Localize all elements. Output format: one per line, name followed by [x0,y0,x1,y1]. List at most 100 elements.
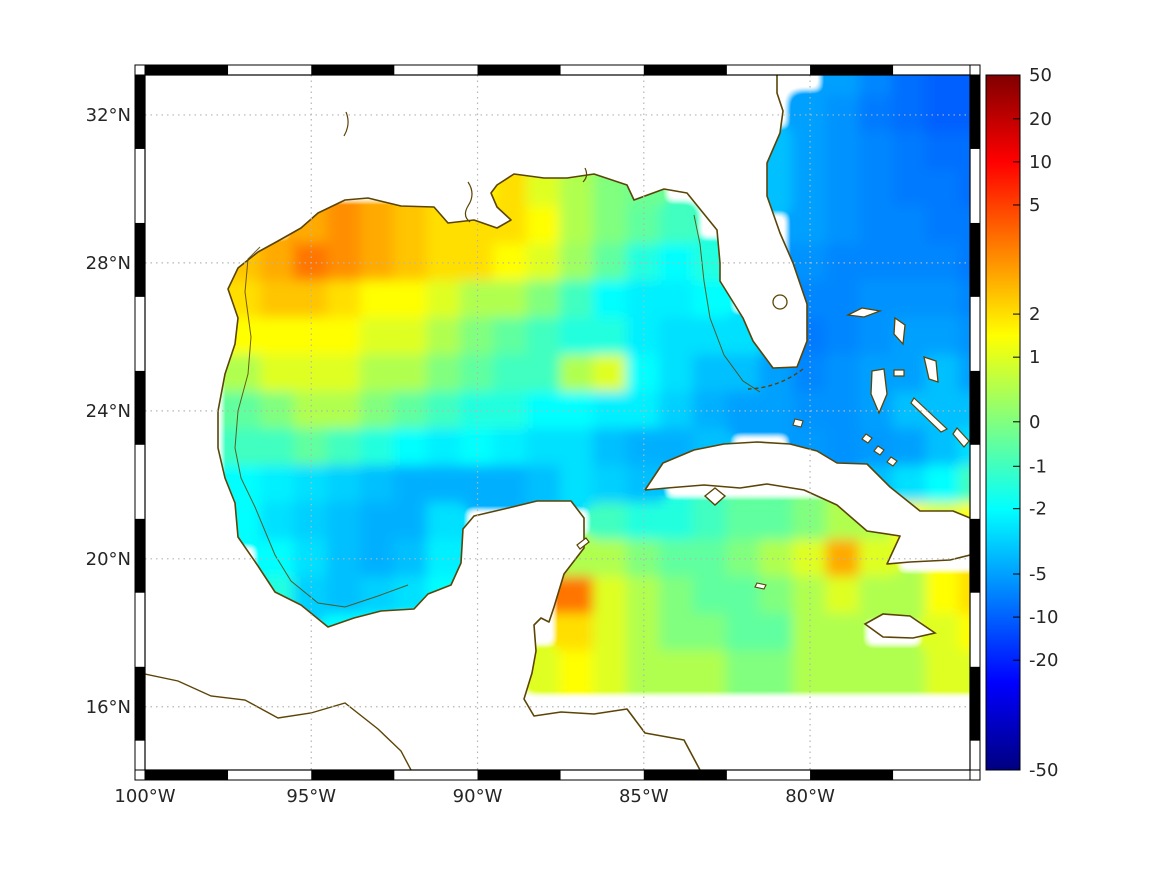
heatmap-cell [393,206,429,246]
heatmap-cell [559,243,595,283]
heatmap-cell [659,650,695,690]
heatmap-cell [692,650,728,690]
heatmap-cell [825,169,861,209]
heatmap-cell [892,75,928,98]
heatmap-cell [592,613,629,653]
pacific-coastline [145,673,412,770]
lon-tick-label: 95°W [286,786,336,807]
heatmap-cell [759,502,795,542]
heatmap-cell [592,354,629,394]
heatmap-cell [360,206,396,246]
heatmap-cell [958,75,970,98]
heatmap-cell [659,576,695,616]
heatmap-cell [592,465,629,505]
graticule [145,75,970,770]
colorbar-ticks [1013,74,1020,771]
heatmap-cell [559,317,595,357]
heatmap-cell [559,206,595,246]
heatmap-cell [725,539,762,579]
heatmap-cell [493,465,529,505]
heatmap-cell [360,465,396,505]
frame-segment [810,770,894,780]
heatmap-cell [459,354,496,394]
heatmap-cell [692,576,728,616]
heatmap-cell [626,354,662,394]
heatmap-cell [360,317,396,357]
heatmap-cell [825,354,861,394]
frame-segment [311,65,395,75]
abaco-island [893,316,906,346]
heatmap-cell [925,576,961,616]
heatmap-cell [592,317,629,357]
heatmap-cell [260,280,296,320]
heatmap-cell [526,428,562,468]
heatmap-cell [659,391,695,431]
heatmap-cell [858,317,895,357]
frame-corner [134,64,146,76]
colorbar-gradient [985,74,1021,771]
heatmap-cell [426,428,462,468]
heatmap-cell [559,576,595,616]
heatmap-cell [692,280,728,320]
north-america-landmass [145,75,807,770]
colorbar-tick-label: -50 [1029,760,1058,781]
frame-segment [893,65,970,75]
frame-segment [560,770,644,780]
heatmap-cell [659,206,695,246]
frame-segment [970,222,980,297]
heatmap-cell [592,206,629,246]
frame-segment [970,75,980,149]
heatmap-cell [892,206,928,246]
frame-segment [394,65,478,75]
heatmap-cell [825,132,861,172]
frame-segment [477,770,561,780]
heatmap-cell [559,391,595,431]
heatmap-cell [892,650,928,690]
heatmap-cell [393,428,429,468]
heatmap-cell [958,650,970,690]
ragged-island-cays [861,433,898,467]
cay-sal-bank [792,418,804,428]
heatmap-cell [825,75,861,98]
lon-tick-label: 85°W [619,786,669,807]
lat-tick-label: 28°N [86,253,131,274]
heatmap-cell [692,391,728,431]
map-frame [134,64,981,781]
exuma-chain [910,397,949,433]
heatmap-cell [958,95,970,135]
heatmap-cell [925,317,961,357]
heatmap-cell [925,280,961,320]
heatmap-cell [360,502,396,542]
heatmap-cell [592,650,629,690]
frame-segment [135,75,145,149]
lat-tick-label: 24°N [86,401,131,422]
heatmap-cell [825,650,861,690]
long-island-bahamas [952,427,970,448]
heatmap-cell [958,206,970,246]
heatmap-cell [592,280,629,320]
heatmap-cell [559,613,595,653]
heatmap-cell [360,280,396,320]
heatmap-cell [626,613,662,653]
grand-bahama-island [845,307,883,318]
lake-okeechobee [772,294,788,310]
frame-segment [135,740,145,770]
frame-segment [810,65,894,75]
lat-tick-label: 20°N [86,549,131,570]
heatmap-cell [659,243,695,283]
cuba-coastline [644,441,970,565]
frame-segment [311,770,395,780]
colorbar-tick-label: -1 [1029,456,1047,477]
heatmap-cell [626,539,662,579]
frame-segment [893,770,970,780]
heatmap-cell [326,317,363,357]
heatmap-cell [326,428,363,468]
florida-keys [747,368,804,390]
heatmap-cell [393,502,429,542]
heatmap-cell [393,354,429,394]
heatmap-cell [958,465,970,505]
frame-segment [228,65,312,75]
heatmap-cell [493,354,529,394]
